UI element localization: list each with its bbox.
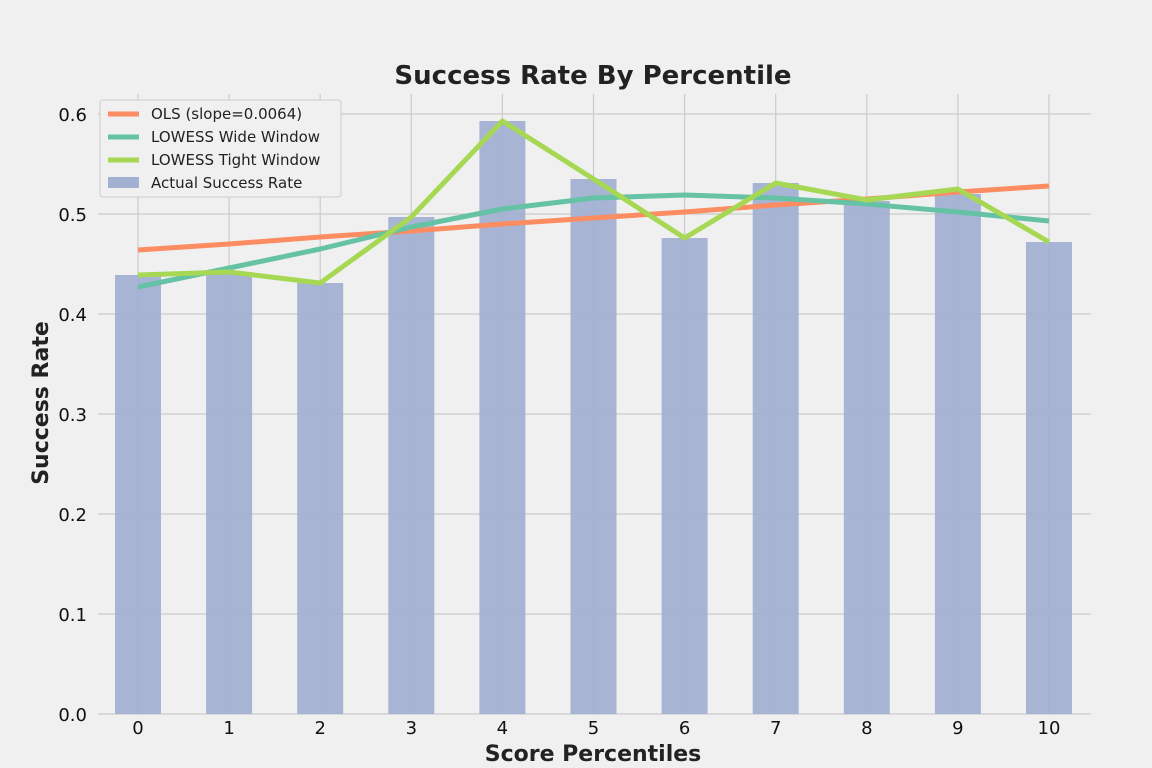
legend-label-bars: Actual Success Rate [151, 174, 302, 192]
x-tick-label: 9 [952, 718, 963, 739]
x-tick-label: 4 [497, 718, 508, 739]
bar [115, 275, 161, 714]
x-tick-label: 5 [588, 718, 599, 739]
y-tick-label: 0.1 [58, 605, 87, 626]
y-tick-label: 0.5 [58, 205, 87, 226]
lowess-tight-line [137, 118, 1051, 286]
chart-title: Success Rate By Percentile [394, 61, 791, 91]
bar [570, 179, 617, 714]
x-axis-label: Score Percentiles [485, 742, 702, 767]
x-tick-label: 6 [679, 718, 690, 739]
legend-box [99, 99, 342, 198]
legend-swatch-bars [108, 177, 139, 188]
bar [206, 272, 253, 714]
lowess-wide-line [137, 192, 1050, 290]
legend-label-lowess-wide: LOWESS Wide Window [151, 128, 320, 146]
y-tick-label: 0.0 [58, 705, 87, 726]
x-tick-label: 3 [406, 718, 417, 739]
x-tick-label: 8 [861, 718, 872, 739]
bar [479, 121, 526, 714]
bar [752, 183, 799, 714]
bar [661, 238, 708, 714]
x-tick-label: 1 [223, 718, 234, 739]
y-tick-labels: 0.0 0.1 0.2 0.3 0.4 0.5 0.6 [58, 105, 87, 726]
y-tick-label: 0.3 [58, 405, 87, 426]
x-tick-label: 0 [132, 718, 143, 739]
bar-series [115, 121, 1072, 714]
y-tick-label: 0.2 [58, 505, 87, 526]
legend-label-ols: OLS (slope=0.0064) [151, 105, 302, 123]
x-tick-labels: 0 1 2 3 4 5 6 7 8 9 10 [132, 718, 1060, 739]
legend: OLS (slope=0.0064) LOWESS Wide Window LO… [99, 99, 342, 198]
line-series [137, 118, 1051, 290]
x-tick-label: 10 [1038, 718, 1061, 739]
bar [934, 194, 981, 714]
y-tick-label: 0.6 [58, 105, 87, 126]
bar [1026, 242, 1072, 714]
bar [843, 201, 890, 714]
legend-label-lowess-tight: LOWESS Tight Window [151, 151, 320, 169]
bar [297, 283, 344, 714]
bar [388, 217, 435, 714]
x-tick-label: 7 [770, 718, 781, 739]
y-tick-label: 0.4 [58, 305, 87, 326]
y-axis-label: Success Rate [29, 321, 54, 485]
x-tick-label: 2 [314, 718, 325, 739]
